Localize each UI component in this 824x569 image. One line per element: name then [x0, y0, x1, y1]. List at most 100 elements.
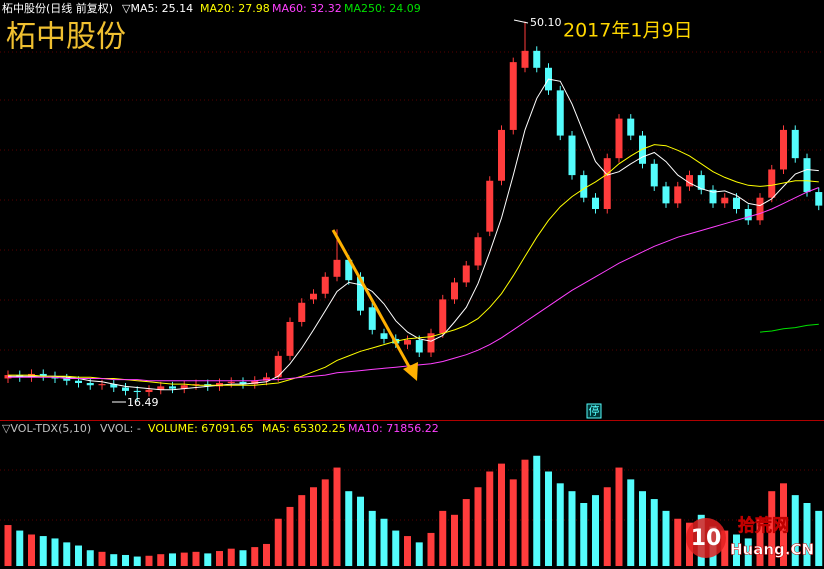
- candle-body: [756, 197, 764, 221]
- volume-bar: [216, 551, 223, 566]
- candle-body: [744, 209, 752, 221]
- candle-body: [192, 384, 200, 386]
- candle-body: [592, 197, 599, 209]
- volume-bar: [368, 510, 376, 566]
- candle-body: [580, 175, 588, 198]
- volume-legend: VOLUME: 67091.65: [148, 422, 254, 435]
- candle-body: [697, 175, 705, 190]
- low-label: 16.49: [127, 396, 159, 409]
- volume-bar: [192, 551, 200, 566]
- candle-body: [686, 175, 693, 187]
- volume-bar: [145, 555, 153, 566]
- volume-bar: [486, 471, 494, 566]
- date-note: 2017年1月9日: [563, 20, 693, 42]
- volume-bar: [263, 543, 270, 566]
- candle-body: [4, 375, 12, 379]
- candle-body: [86, 382, 94, 386]
- candle-body: [521, 50, 529, 68]
- header-title: 柘中股份(日线 前复权): [2, 1, 113, 15]
- volume-bar: [333, 467, 341, 566]
- volume-bar: [791, 495, 799, 566]
- candle-body: [263, 377, 270, 381]
- volume-bar: [86, 550, 94, 566]
- volume-bar: [674, 518, 682, 566]
- volume-bar: [592, 495, 599, 566]
- candle-body: [439, 299, 447, 334]
- ma-line: [8, 144, 819, 386]
- volume-bar: [274, 518, 282, 566]
- volume-bar: [380, 518, 388, 566]
- ma-legend: MA20: 27.98: [200, 2, 270, 15]
- candle-body: [180, 385, 188, 389]
- ma-legend: MA60: 32.32: [272, 2, 342, 15]
- volume-bar: [98, 551, 106, 566]
- volume-legend: MA5: 65302.25: [262, 422, 346, 435]
- volume-bar: [321, 479, 329, 566]
- candle-body: [110, 384, 118, 388]
- volume-bar: [251, 547, 259, 566]
- arrow-head: [403, 362, 418, 381]
- volume-bar: [556, 483, 564, 566]
- candle-body: [674, 186, 682, 204]
- candle-body: [310, 293, 317, 300]
- arrow: [331, 229, 414, 373]
- volume-bar: [545, 471, 552, 566]
- candle-body: [662, 186, 670, 204]
- candle-body: [227, 381, 235, 383]
- volume-bar: [404, 536, 411, 566]
- candle-body: [615, 118, 623, 159]
- candle-body: [462, 265, 470, 283]
- halt-label: 停: [589, 404, 600, 418]
- candle-body: [427, 333, 435, 353]
- watermark-number: 10: [691, 526, 722, 551]
- high-label: 50.10: [530, 16, 562, 29]
- volume-bar: [239, 550, 247, 566]
- candle-body: [780, 129, 787, 170]
- candle-body: [239, 381, 247, 385]
- volume-bar: [498, 463, 505, 566]
- volume-bar: [803, 503, 811, 566]
- volume-bar: [451, 514, 458, 566]
- candle-body: [603, 158, 611, 209]
- candle-body: [709, 189, 717, 204]
- candle-body: [63, 378, 71, 381]
- high-leader: [513, 19, 529, 24]
- candle-body: [415, 340, 423, 353]
- volume-bar: [615, 467, 623, 566]
- volume-bar: [345, 491, 353, 566]
- volume-bar: [28, 534, 35, 566]
- candle-body: [368, 307, 376, 330]
- volume-bar: [310, 487, 317, 566]
- volume-bar: [509, 479, 517, 566]
- volume-bar: [357, 496, 364, 566]
- volume-bar: [427, 532, 435, 566]
- volume-bar: [474, 487, 482, 566]
- volume-bar: [662, 510, 670, 566]
- volume-bar: [580, 503, 588, 566]
- candle-body: [650, 163, 658, 187]
- candle-body: [122, 387, 129, 391]
- volume-bar: [521, 459, 529, 566]
- candle-body: [98, 384, 106, 386]
- candle-body: [39, 373, 47, 377]
- volume-bar: [744, 538, 752, 566]
- volume-bar: [133, 556, 141, 566]
- volume-bar: [756, 518, 764, 566]
- candle-body: [169, 386, 176, 389]
- candle-body: [251, 380, 259, 385]
- volume-legend: MA10: 71856.22: [348, 422, 439, 435]
- volume-bar: [4, 525, 12, 566]
- volume-bar: [51, 538, 59, 566]
- halt-box: [586, 403, 602, 419]
- candle-body: [157, 386, 165, 390]
- candle-body: [145, 389, 153, 393]
- candle-body: [533, 50, 541, 68]
- candle-body: [286, 321, 294, 356]
- volume-bar: [180, 552, 188, 566]
- candle-body: [568, 135, 576, 176]
- candle-body: [321, 276, 329, 294]
- volume-bar: [650, 499, 658, 566]
- volume-bar: [627, 479, 635, 566]
